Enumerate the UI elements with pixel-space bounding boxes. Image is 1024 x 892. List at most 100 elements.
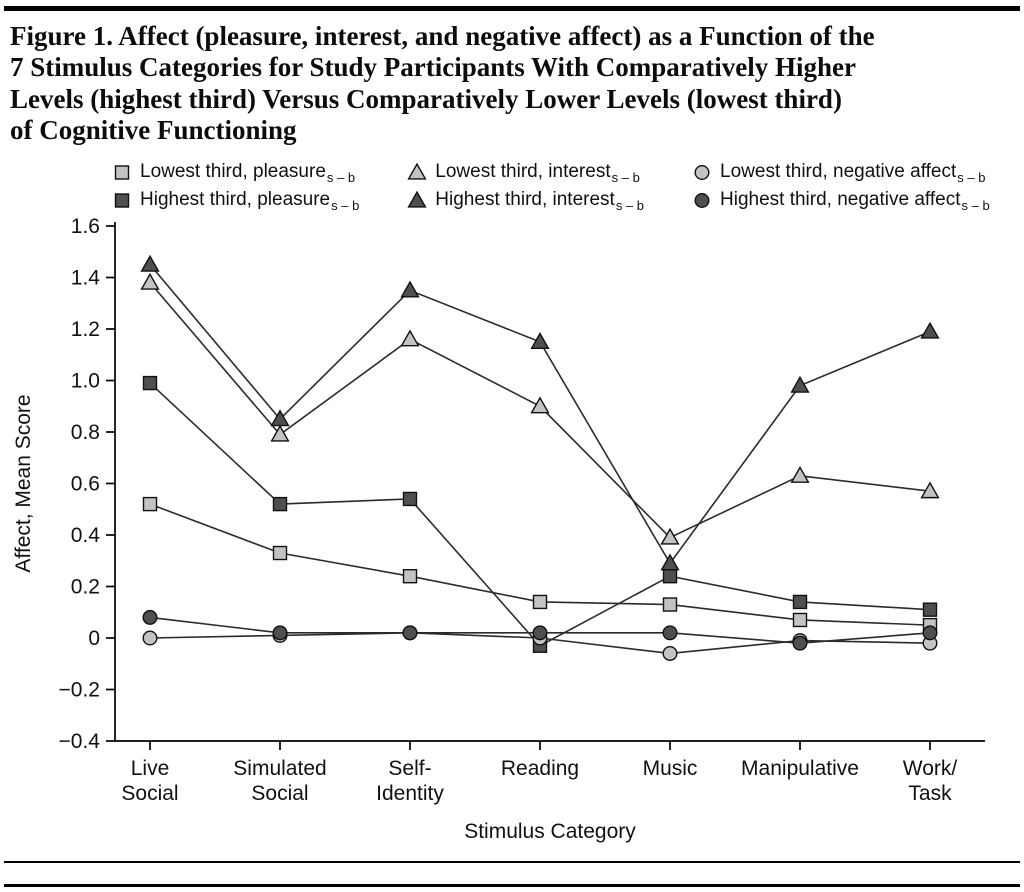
- y-axis-title: Affect, Mean Score: [12, 395, 35, 573]
- data-point-lowest-third-pleasure: [402, 569, 418, 584]
- legend-label-subscript: s – b: [331, 198, 360, 214]
- legend-label-subscript: s – b: [961, 198, 990, 214]
- legend-label: Lowest third, negative affects – b: [720, 161, 986, 186]
- x-tick-label: Identity: [376, 782, 444, 805]
- circle-marker-glyph: [694, 193, 710, 209]
- data-point-highest-third-interest: [140, 255, 160, 272]
- data-point-lowest-third-interest: [660, 528, 680, 545]
- legend-label-subscript: s – b: [326, 170, 356, 186]
- y-tick-label: 0.8: [71, 421, 100, 444]
- data-point-highest-third-interest: [660, 553, 680, 571]
- legend-label-subscript: s – b: [957, 170, 986, 186]
- chart-legend: Lowest third, pleasures – b Highest third…: [112, 158, 1024, 214]
- data-point-highest-third-negative-affect: [792, 635, 808, 651]
- caption-line: of Cognitive Functioning: [10, 114, 297, 145]
- square-marker-icon: [114, 165, 130, 180]
- data-point-highest-third-pleasure: [142, 376, 158, 391]
- x-tick-label: Social: [251, 782, 308, 805]
- legend-item-highest-third-negative-affect: Highest third, negative affects – b: [692, 189, 990, 214]
- y-tick-label: 0: [88, 627, 100, 650]
- x-tick-label: Task: [908, 782, 952, 805]
- data-point-highest-third-pleasure: [272, 497, 288, 512]
- data-point-lowest-third-interest: [400, 329, 420, 347]
- y-tick-label: 1.0: [71, 370, 100, 393]
- data-point-lowest-third-interest: [140, 273, 160, 291]
- data-point-highest-third-interest: [270, 409, 290, 427]
- data-point-lowest-third-pleasure: [662, 597, 678, 612]
- top-rule: [4, 6, 1020, 11]
- circle-marker-glyph: [694, 165, 710, 181]
- bottom-rule-thin: [4, 861, 1020, 864]
- x-tick-label: Manipulative: [741, 757, 859, 780]
- x-tick-label: Reading: [501, 757, 579, 780]
- legend-label: Lowest third, pleasures – b: [140, 161, 356, 186]
- y-tick-label: −0.2: [59, 679, 100, 702]
- data-point-highest-third-interest: [400, 280, 420, 298]
- data-point-highest-third-pleasure: [662, 569, 678, 584]
- data-point-highest-third-interest: [530, 332, 550, 350]
- data-point-lowest-third-pleasure: [532, 595, 548, 610]
- x-tick-label: Simulated: [233, 757, 326, 780]
- data-point-highest-third-pleasure: [922, 602, 938, 618]
- legend-label: Highest third, negative affects – b: [720, 189, 990, 214]
- square-marker-glyph: [114, 165, 130, 180]
- y-tick-label: 1.4: [71, 267, 101, 290]
- data-point-lowest-third-interest: [270, 425, 290, 442]
- data-point-lowest-third-pleasure: [142, 497, 158, 512]
- legend-label-subscript: s – b: [611, 170, 640, 186]
- legend-label: Highest third, pleasures – b: [140, 189, 360, 214]
- data-point-lowest-third-negative-affect: [142, 630, 158, 646]
- data-point-highest-third-negative-affect: [662, 625, 678, 641]
- circle-marker-icon: [694, 193, 710, 209]
- x-tick-label: Live: [131, 757, 170, 780]
- triangle-marker-icon: [407, 190, 427, 208]
- figure-page: Figure 1. Affect (pleasure, interest, an…: [0, 6, 1024, 888]
- y-tick-label: 1.6: [71, 215, 100, 238]
- x-tick-label: Music: [643, 757, 698, 780]
- caption-line: Levels (highest third) Versus Comparativ…: [10, 83, 842, 114]
- data-point-highest-third-negative-affect: [402, 625, 418, 641]
- legend-label: Highest third, interests – b: [435, 189, 645, 214]
- figure-caption: Figure 1. Affect (pleasure, interest, an…: [0, 21, 1024, 146]
- affect-line-chart: 1.61.41.21.00.80.60.40.20−0.2−0.4LiveSoc…: [12, 215, 985, 843]
- x-tick-label: Social: [121, 782, 178, 805]
- data-point-lowest-third-pleasure: [272, 546, 288, 561]
- data-point-highest-third-interest: [790, 376, 810, 394]
- y-tick-label: −0.4: [59, 730, 101, 753]
- legend-label-subscript: s – b: [615, 198, 645, 214]
- data-point-highest-third-interest: [920, 322, 940, 339]
- data-point-lowest-third-interest: [790, 466, 810, 484]
- data-point-highest-third-pleasure: [792, 595, 808, 610]
- y-tick-label: 0.2: [71, 576, 100, 599]
- caption-line: Figure 1. Affect (pleasure, interest, an…: [10, 21, 875, 51]
- data-point-highest-third-negative-affect: [532, 625, 548, 641]
- circle-marker-icon: [694, 165, 710, 181]
- caption-line: 7 Stimulus Categories for Study Particip…: [10, 52, 856, 83]
- data-point-highest-third-negative-affect: [142, 610, 158, 626]
- x-tick-label: Work/: [903, 757, 958, 780]
- y-tick-label: 1.2: [71, 318, 100, 341]
- square-marker-glyph: [114, 193, 130, 208]
- triangle-marker-glyph: [407, 190, 427, 208]
- x-tick-label: Self-: [388, 757, 431, 780]
- legend-item-lowest-third-interest: Lowest third, interests – b: [407, 161, 644, 186]
- series-line-highest-third-interest: [149, 264, 931, 566]
- triangle-marker-glyph: [407, 162, 427, 180]
- data-point-lowest-third-interest: [920, 481, 940, 499]
- data-point-lowest-third-negative-affect: [662, 646, 678, 662]
- data-point-highest-third-negative-affect: [272, 625, 288, 641]
- data-point-lowest-third-pleasure: [792, 613, 808, 628]
- data-point-highest-third-negative-affect: [922, 625, 938, 641]
- y-tick-label: 0.4: [71, 524, 101, 547]
- legend-item-lowest-third-negative-affect: Lowest third, negative affects – b: [692, 161, 990, 186]
- legend-item-highest-third-interest: Highest third, interests – b: [407, 189, 645, 214]
- legend-label: Lowest third, interests – b: [435, 161, 640, 186]
- y-tick-label: 0.6: [71, 473, 100, 496]
- legend-item-lowest-third-pleasure: Lowest third, pleasures – b: [112, 161, 359, 186]
- data-point-lowest-third-interest: [530, 396, 550, 414]
- legend-item-highest-third-pleasure: Highest third, pleasures – b: [112, 189, 360, 214]
- x-axis-title: Stimulus Category: [464, 820, 636, 843]
- data-point-highest-third-pleasure: [402, 492, 418, 507]
- triangle-marker-icon: [407, 162, 427, 180]
- square-marker-icon: [114, 193, 130, 208]
